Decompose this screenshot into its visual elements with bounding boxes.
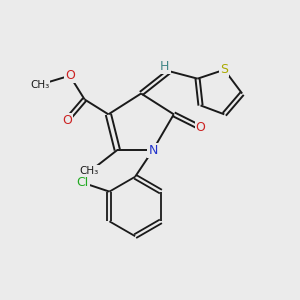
Text: CH₃: CH₃ bbox=[30, 80, 50, 90]
Text: N: N bbox=[148, 143, 158, 157]
Text: CH₃: CH₃ bbox=[80, 166, 99, 176]
Text: S: S bbox=[220, 63, 228, 76]
Text: Cl: Cl bbox=[76, 176, 89, 189]
Text: O: O bbox=[65, 69, 75, 82]
Text: O: O bbox=[62, 114, 72, 127]
Text: O: O bbox=[196, 121, 206, 134]
Text: H: H bbox=[160, 60, 170, 73]
